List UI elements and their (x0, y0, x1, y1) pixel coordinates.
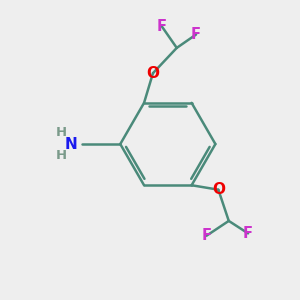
Text: H: H (55, 126, 66, 139)
Text: O: O (146, 66, 160, 81)
Text: F: F (191, 27, 201, 42)
Text: N: N (65, 136, 78, 152)
Text: H: H (55, 149, 66, 162)
Text: F: F (202, 228, 212, 243)
Text: F: F (243, 226, 253, 241)
Text: O: O (212, 182, 225, 197)
Text: F: F (157, 19, 167, 34)
